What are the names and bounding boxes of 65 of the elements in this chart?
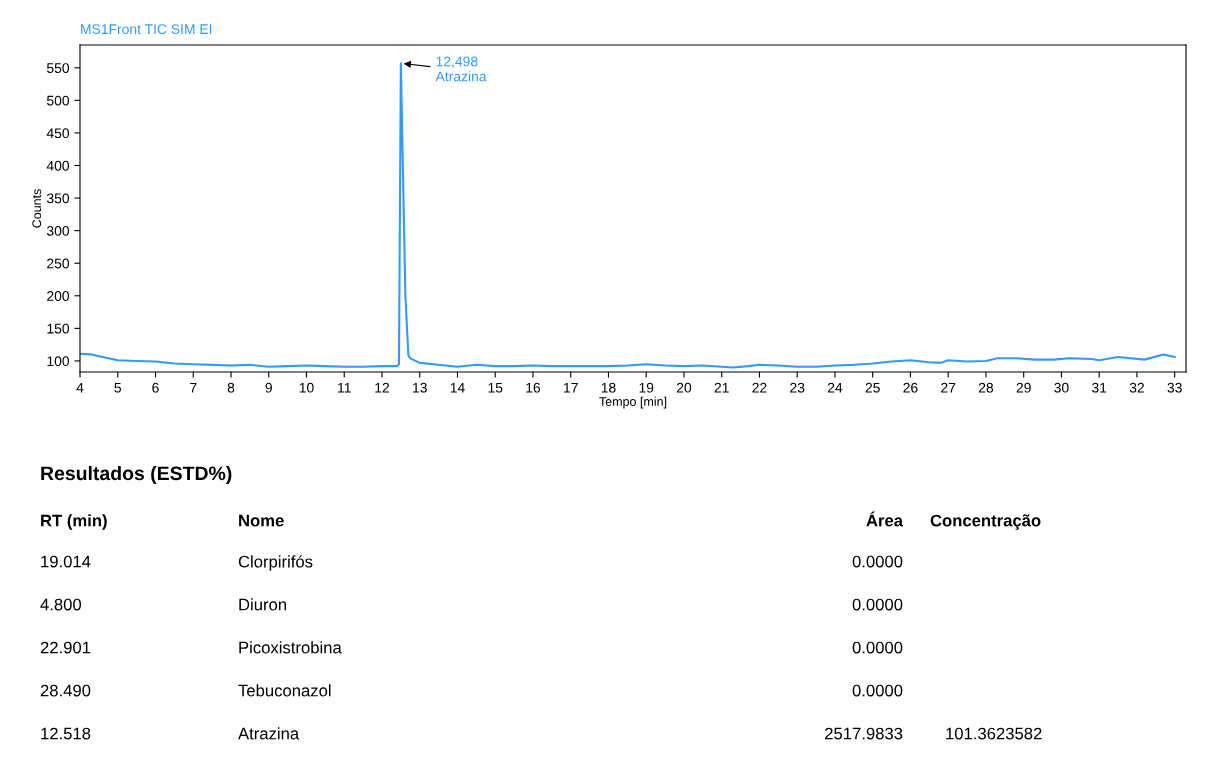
x-tick-label: 19 [639,382,654,393]
text: 0.0000 [852,641,903,654]
text: Resultados (ESTD%) [41,465,232,485]
x-tick-label: 26 [903,382,918,393]
x-tick-label: 17 [564,382,578,393]
text: 12.518 [41,727,91,740]
text: 0.0000 [852,598,903,611]
text: Diuron [239,598,287,611]
y-tick-label: 550 [46,63,70,73]
x-tick-label: 6 [152,382,159,393]
x-tick-label: 9 [265,382,272,393]
y-tick-label: 250 [47,258,70,269]
text: 4.800 [40,598,82,611]
y-tick-label: 300 [46,225,70,236]
category-label: Concentração [930,514,1041,530]
x-tick-label: 13 [413,382,427,393]
text: Atrazina [238,727,300,740]
text: Picoxistrobina [239,641,342,654]
x-tick-label: 7 [190,382,197,393]
text: Tebuconazol [238,684,331,697]
x-tick-label: 23 [790,382,805,393]
x-tick-label: 11 [338,382,351,393]
x-tick-label: 20 [676,382,692,393]
text: 19.014 [41,555,91,568]
x-tick-label: 5 [114,382,122,393]
category-label: RT (min) [41,514,107,530]
x-tick-label: 16 [526,382,541,393]
x-tick-label: 21 [714,382,729,393]
x-tick-label: 33 [1167,382,1182,393]
category-label: Nome [239,514,284,527]
x-tick-label: 12 [375,382,390,393]
x-axis-title: Tempo [min] [599,396,667,409]
x-tick-label: 27 [941,382,956,393]
category-label: Área [866,511,904,527]
x-tick-label: 14 [450,382,465,393]
y-tick-label: 400 [46,160,70,171]
x-tick-label: 18 [601,382,616,393]
x-tick-label: 25 [865,382,880,393]
text: 0.0000 [852,684,903,697]
y-tick-label: 450 [46,128,70,139]
x-tick-label: 10 [299,382,314,393]
y-tick-label: 500 [46,95,70,106]
x-tick-label: 32 [1129,382,1144,393]
x-tick-label: 28 [978,382,994,393]
text: Clorpirifós [238,555,313,571]
x-tick-label: 22 [752,382,767,393]
x-tick-label: 8 [227,382,235,393]
y-tick-label: 200 [47,291,70,301]
y-tick-label: 100 [47,356,70,367]
annotation: 12,498 Atrazina [435,56,487,82]
x-tick-label: 29 [1016,382,1031,393]
text: 101.3623582 [946,727,1042,740]
y-tick-label: 350 [46,193,70,204]
text: 28.490 [40,684,91,697]
x-tick-label: 15 [488,382,503,393]
x-tick-label: 31 [1091,382,1107,393]
x-tick-label: 24 [827,382,843,393]
y-tick-label: 150 [47,323,70,334]
x-tick-label: 4 [76,382,84,393]
x-tick-label: 30 [1054,382,1069,393]
text: 22.901 [40,641,91,654]
chart-title: MS1Front TIC SIM EI [81,24,212,35]
y-axis-title: Counts [32,189,42,228]
text: 2517.9833 [825,727,903,740]
text: 0.0000 [852,555,903,568]
